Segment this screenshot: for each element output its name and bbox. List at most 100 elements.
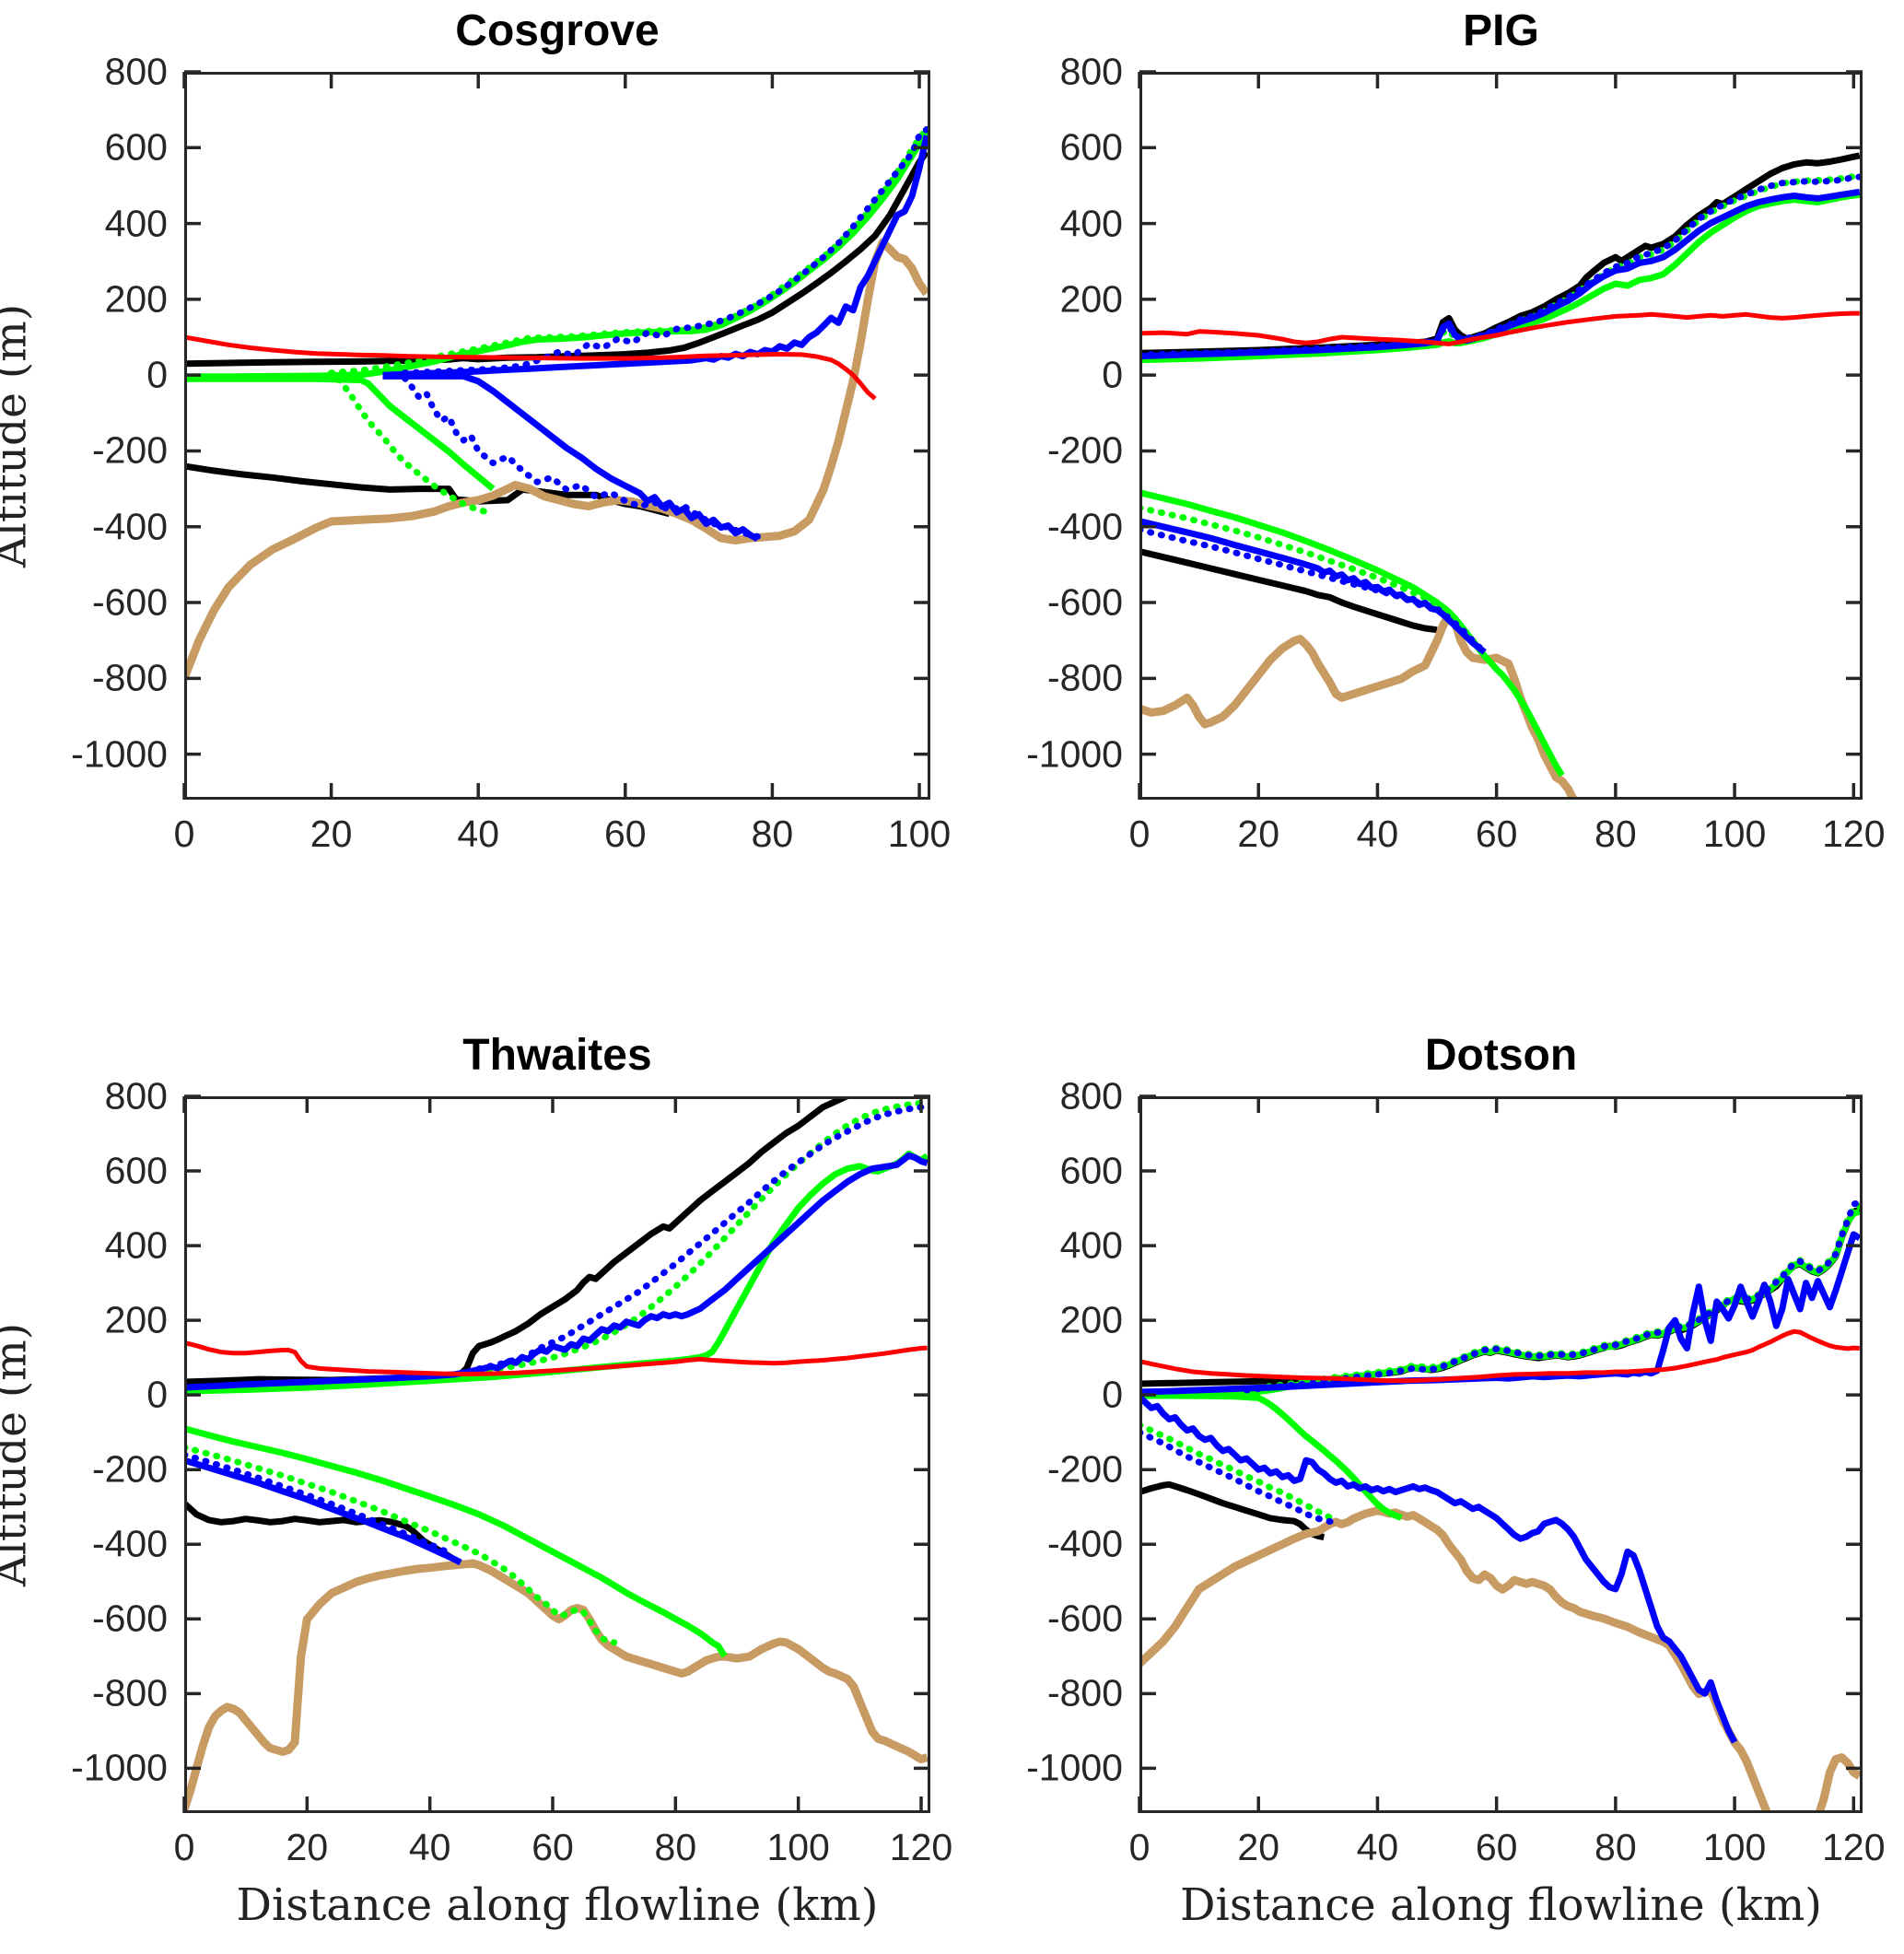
- y-tick-label: -400: [91, 1522, 168, 1565]
- y-tick-label: -800: [91, 1671, 168, 1714]
- y-tick-label: -800: [91, 656, 168, 699]
- x-tick-label: 40: [1356, 1826, 1399, 1868]
- y-axis-label: Altitude (m): [0, 303, 37, 568]
- y-tick-label: 200: [104, 1298, 168, 1341]
- y-tick-label: 800: [104, 1074, 168, 1117]
- cosgrove-series-bed: [184, 238, 930, 680]
- x-tick-label: 80: [1594, 813, 1637, 855]
- plot-pig: [1138, 70, 1863, 800]
- thwaites-series-black-base: [184, 1501, 462, 1566]
- y-tick-label: 400: [104, 202, 168, 245]
- y-tick-label: -400: [91, 505, 168, 548]
- x-tick-label: 0: [1128, 1826, 1151, 1868]
- x-tick-label: 40: [1356, 813, 1399, 855]
- thwaites-series-black-surface: [184, 1096, 855, 1386]
- x-tick-label: 60: [1475, 813, 1518, 855]
- y-tick-label: -600: [1046, 580, 1123, 624]
- y-tick-label: -400: [1046, 1522, 1123, 1565]
- x-tick-label: 0: [173, 813, 195, 855]
- thwaites-series-green-base: [184, 1425, 728, 1658]
- x-tick-label: 0: [173, 1826, 195, 1868]
- pig-series-blue-surface: [1139, 188, 1861, 360]
- pig-series-blue-base: [1139, 518, 1487, 655]
- y-tick-label: 200: [104, 277, 168, 321]
- x-tick-label: 100: [1702, 1826, 1767, 1868]
- x-tick-label: 20: [1237, 1826, 1280, 1868]
- dotson-series-red-line: [1139, 1328, 1860, 1384]
- thwaites-series-green-dotted-base: [184, 1444, 618, 1646]
- pig-series-red-line: [1139, 310, 1860, 346]
- y-tick-label: -200: [91, 1447, 168, 1491]
- x-tick-label: 20: [310, 813, 353, 855]
- y-tick-label: -800: [1046, 1671, 1123, 1714]
- pig-series-bed: [1139, 610, 1578, 800]
- y-tick-label: 200: [1059, 277, 1123, 321]
- y-tick-label: 600: [1059, 1149, 1123, 1192]
- y-tick-label: 0: [146, 1373, 168, 1416]
- cosgrove-series-green-surface: [184, 130, 929, 380]
- y-axis-label: Altitude (m): [0, 1322, 37, 1587]
- x-tick-label: 40: [457, 813, 500, 855]
- dotson-series-blue-base: [1139, 1394, 1738, 1744]
- plot-frame: [184, 1096, 930, 1813]
- y-tick-label: -800: [1046, 656, 1123, 699]
- dotson-series-green-dotted-base: [1139, 1422, 1339, 1524]
- x-tick-label: 100: [1702, 813, 1767, 855]
- thwaites-series-blue-dotted-surface: [475, 1103, 930, 1373]
- y-tick-label: 400: [1059, 202, 1123, 245]
- y-tick-label: -200: [1046, 428, 1123, 472]
- y-tick-label: -1000: [1026, 1746, 1123, 1789]
- thwaites-series-blue-dotted-base: [184, 1451, 452, 1556]
- thwaites-series-red-line: [184, 1340, 928, 1376]
- cosgrove-series-red-line: [184, 334, 877, 401]
- cosgrove-series-green-base: [184, 375, 496, 492]
- thwaites-series-blue-surface: [184, 1152, 929, 1391]
- y-tick-label: 800: [1059, 50, 1123, 93]
- x-axis-label: Distance along flowline (km): [236, 1879, 879, 1931]
- y-tick-label: 200: [1059, 1298, 1123, 1341]
- dotson-series-blue-dotted-surface: [1243, 1199, 1863, 1394]
- y-tick-label: 600: [1059, 125, 1123, 169]
- y-tick-label: 400: [104, 1223, 168, 1267]
- plot-cosgrove: [182, 70, 930, 800]
- y-tick-label: 600: [104, 1149, 168, 1192]
- y-tick-label: 0: [1102, 1373, 1123, 1416]
- panel-title-dotson: Dotson: [1424, 1031, 1578, 1080]
- pig-series-blue-dotted-base: [1139, 526, 1489, 656]
- dotson-series-blue-dotted-base: [1139, 1429, 1339, 1526]
- x-tick-label: 60: [1475, 1826, 1518, 1868]
- panel-pig: PIG 0 20 40 60 80 100 120 -1000 -800 -600 -400 -200…: [1026, 6, 1885, 855]
- cosgrove-series-blue-base: [382, 372, 760, 543]
- y-tick-label: -200: [91, 428, 168, 472]
- panel-cosgrove: Cosgrove Altitude (m) 0 20 40 60 80 100 -1000 -…: [0, 6, 951, 855]
- dotson-series-bed: [1139, 1506, 1863, 1813]
- y-tick-label: -600: [91, 1597, 168, 1640]
- y-tick-label: -600: [1046, 1597, 1123, 1640]
- y-tick-label: -1000: [71, 732, 168, 776]
- plot-dotson: [1138, 1094, 1863, 1813]
- dotson-series-black-base: [1139, 1480, 1325, 1541]
- x-tick-label: 80: [654, 1826, 697, 1868]
- y-tick-label: 0: [1102, 353, 1123, 396]
- y-tick-label: -400: [1046, 505, 1123, 548]
- pig-series-black-surface: [1139, 152, 1861, 357]
- y-tick-label: 800: [1059, 1074, 1123, 1117]
- plot-frame: [184, 72, 930, 800]
- y-tick-label: 0: [146, 353, 168, 396]
- panel-thwaites: Thwaites Altitude (m) Distance along flo…: [0, 1031, 952, 1931]
- x-tick-label: 40: [408, 1826, 451, 1868]
- cosgrove-series-blue-surface: [382, 135, 930, 379]
- x-tick-label: 20: [286, 1826, 329, 1868]
- x-tick-label: 60: [531, 1826, 574, 1868]
- cosgrove-series-green-dotted-base: [335, 376, 489, 515]
- x-tick-label: 80: [1594, 1826, 1637, 1868]
- y-tick-label: 800: [104, 50, 168, 93]
- thwaites-series-bed: [184, 1559, 929, 1811]
- x-tick-label: 100: [887, 813, 952, 855]
- pig-series-black-base: [1139, 548, 1438, 634]
- x-tick-label: 20: [1237, 813, 1280, 855]
- dotson-series-green-base: [1139, 1392, 1403, 1521]
- x-tick-label: 120: [889, 1826, 953, 1868]
- panel-dotson: Dotson Distance along flowline (km) 0 20 4…: [1026, 1031, 1885, 1931]
